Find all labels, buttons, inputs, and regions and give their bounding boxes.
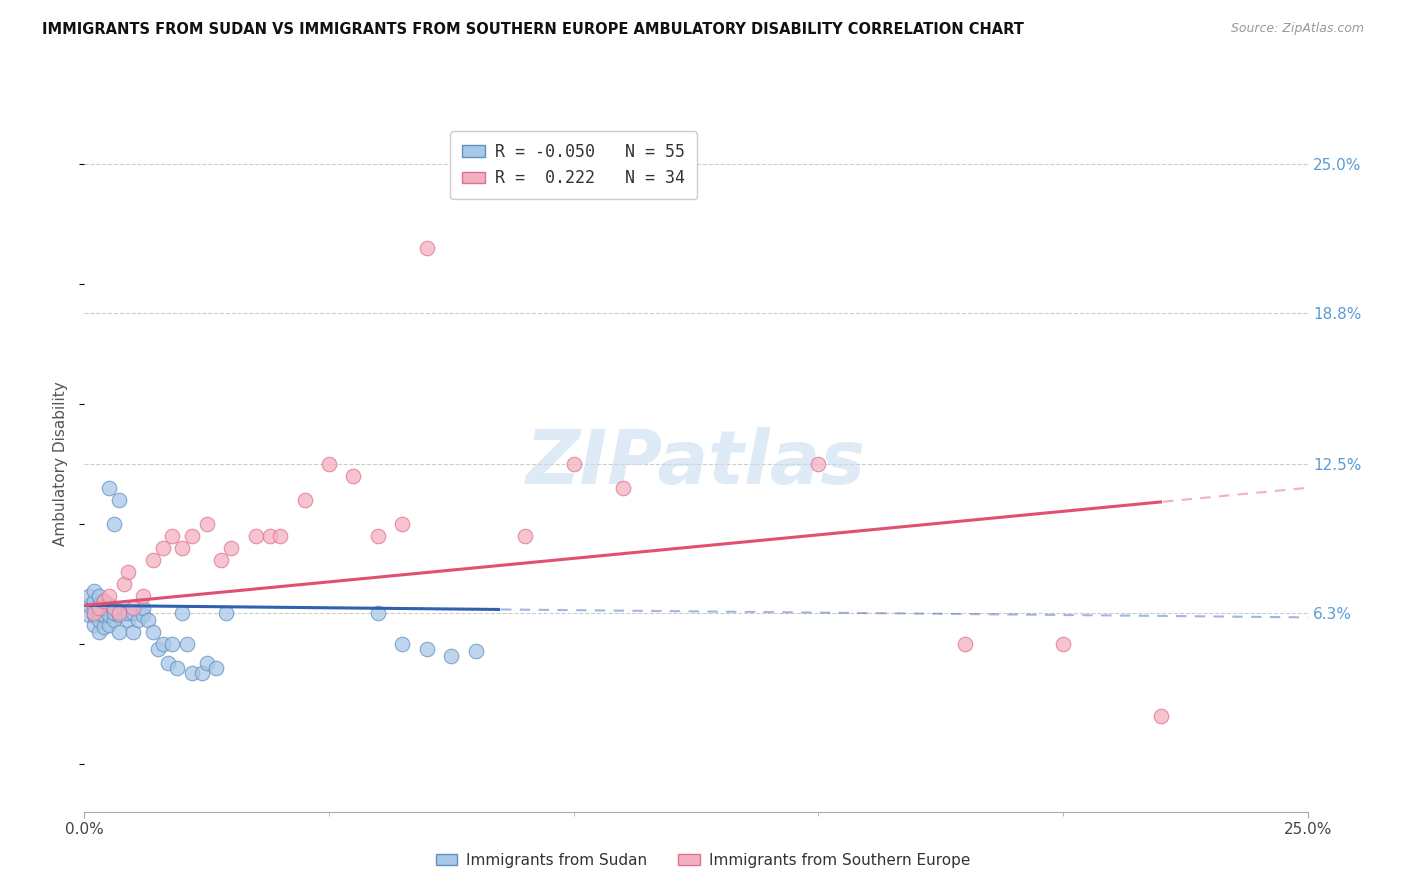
Point bbox=[122, 624, 145, 639]
Point bbox=[142, 553, 165, 567]
Point bbox=[103, 600, 125, 615]
Point bbox=[181, 665, 204, 680]
Point bbox=[93, 607, 115, 622]
Legend: R = -0.050   N = 55, R =  0.222   N = 34: R = -0.050 N = 55, R = 0.222 N = 34 bbox=[450, 131, 697, 199]
Point bbox=[117, 613, 139, 627]
Point bbox=[209, 553, 232, 567]
Point bbox=[152, 541, 174, 555]
Point bbox=[342, 468, 364, 483]
Point bbox=[367, 529, 389, 543]
Point bbox=[83, 593, 105, 607]
Point bbox=[112, 576, 135, 591]
Point bbox=[132, 600, 155, 615]
Point bbox=[162, 529, 184, 543]
Point bbox=[112, 600, 135, 615]
Point bbox=[132, 589, 155, 603]
Point bbox=[562, 457, 585, 471]
Point bbox=[107, 624, 129, 639]
Point bbox=[93, 620, 115, 634]
Point bbox=[172, 541, 194, 555]
Point bbox=[440, 648, 463, 663]
Text: IMMIGRANTS FROM SUDAN VS IMMIGRANTS FROM SOUTHERN EUROPE AMBULATORY DISABILITY C: IMMIGRANTS FROM SUDAN VS IMMIGRANTS FROM… bbox=[42, 22, 1024, 37]
Point bbox=[103, 613, 125, 627]
Point bbox=[83, 617, 105, 632]
Point bbox=[87, 606, 110, 620]
Point bbox=[97, 589, 120, 603]
Point bbox=[162, 637, 184, 651]
Y-axis label: Ambulatory Disability: Ambulatory Disability bbox=[53, 382, 69, 546]
Text: ZIPatlas: ZIPatlas bbox=[526, 427, 866, 500]
Point bbox=[172, 606, 194, 620]
Point bbox=[107, 492, 129, 507]
Point bbox=[181, 529, 204, 543]
Point bbox=[87, 600, 110, 615]
Point bbox=[77, 607, 100, 622]
Point bbox=[107, 607, 129, 622]
Point bbox=[195, 656, 218, 670]
Point bbox=[156, 656, 179, 670]
Point bbox=[416, 641, 439, 656]
Point bbox=[612, 481, 634, 495]
Point bbox=[93, 593, 115, 607]
Point bbox=[122, 606, 145, 620]
Point bbox=[93, 593, 115, 607]
Point bbox=[205, 661, 228, 675]
Point bbox=[117, 606, 139, 620]
Point bbox=[215, 606, 238, 620]
Legend: Immigrants from Sudan, Immigrants from Southern Europe: Immigrants from Sudan, Immigrants from S… bbox=[429, 845, 977, 875]
Point bbox=[191, 665, 214, 680]
Point bbox=[269, 529, 291, 543]
Point bbox=[513, 529, 536, 543]
Point bbox=[953, 637, 976, 651]
Point bbox=[391, 516, 413, 531]
Point bbox=[83, 600, 105, 615]
Point bbox=[195, 516, 218, 531]
Point bbox=[83, 606, 105, 620]
Point bbox=[152, 637, 174, 651]
Point bbox=[97, 481, 120, 495]
Point bbox=[176, 637, 198, 651]
Point bbox=[107, 606, 129, 620]
Point bbox=[391, 637, 413, 651]
Point bbox=[87, 624, 110, 639]
Point bbox=[464, 644, 486, 658]
Point bbox=[146, 641, 169, 656]
Text: Source: ZipAtlas.com: Source: ZipAtlas.com bbox=[1230, 22, 1364, 36]
Point bbox=[83, 584, 105, 599]
Point bbox=[1150, 708, 1173, 723]
Point bbox=[166, 661, 188, 675]
Point bbox=[77, 589, 100, 603]
Point bbox=[117, 565, 139, 579]
Point bbox=[132, 607, 155, 622]
Point bbox=[103, 516, 125, 531]
Point bbox=[245, 529, 267, 543]
Point bbox=[112, 606, 135, 620]
Point bbox=[83, 607, 105, 622]
Point bbox=[1052, 637, 1074, 651]
Point bbox=[294, 492, 316, 507]
Point bbox=[87, 589, 110, 603]
Point bbox=[77, 599, 100, 613]
Point bbox=[318, 457, 340, 471]
Point bbox=[807, 457, 830, 471]
Point bbox=[87, 613, 110, 627]
Point bbox=[416, 241, 439, 255]
Point bbox=[136, 613, 159, 627]
Point bbox=[142, 624, 165, 639]
Point bbox=[367, 606, 389, 620]
Point bbox=[219, 541, 242, 555]
Point bbox=[87, 599, 110, 613]
Point bbox=[97, 617, 120, 632]
Point bbox=[259, 529, 281, 543]
Point bbox=[122, 600, 145, 615]
Point bbox=[97, 607, 120, 622]
Point bbox=[93, 600, 115, 615]
Point bbox=[97, 599, 120, 613]
Point bbox=[103, 606, 125, 620]
Point bbox=[127, 613, 149, 627]
